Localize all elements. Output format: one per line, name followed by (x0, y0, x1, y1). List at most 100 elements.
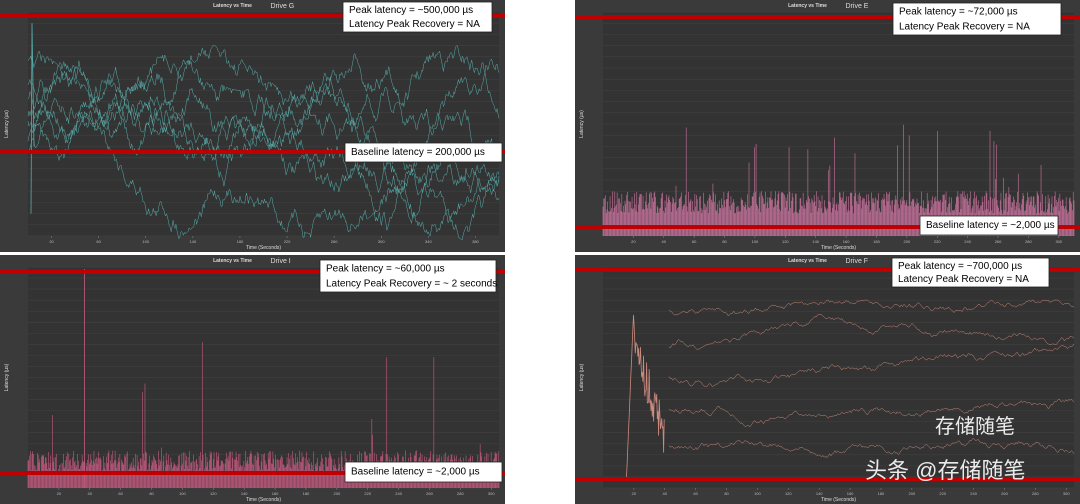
trace (668, 299, 1075, 317)
x-tick-label: 220 (284, 239, 291, 244)
annotation-box (319, 259, 497, 293)
x-tick-label: 300 (488, 491, 495, 496)
trace (668, 314, 1075, 351)
x-tick-label: 100 (754, 491, 761, 496)
x-tick-label: 120 (210, 491, 217, 496)
x-tick-label: 240 (970, 491, 977, 496)
x-tick-label: 80 (724, 491, 729, 496)
drive-label: Drive F (846, 258, 869, 265)
x-tick-label: 380 (472, 239, 479, 244)
x-tick-label: 20 (632, 491, 637, 496)
x-tick-label: 80 (149, 491, 154, 496)
chart-panel: Latency vs Time Drive G Time (Seconds) Late… (0, 0, 505, 252)
x-tick-label: 40 (663, 491, 668, 496)
x-tick-label: 300 (1063, 491, 1070, 496)
x-tick-label: 140 (816, 491, 823, 496)
x-tick-label: 240 (395, 491, 402, 496)
x-tick-label: 20 (631, 239, 636, 244)
baseline-annotation: Baseline latency = ~2,000 µs (351, 467, 480, 478)
chart-title: Latency vs Time (213, 258, 252, 264)
trace (626, 314, 665, 477)
x-tick-label: 260 (1001, 491, 1008, 496)
annotation-box (342, 1, 493, 33)
annotation-box (919, 215, 1059, 236)
x-tick-label: 160 (843, 239, 850, 244)
x-axis-label: Time (Seconds) (821, 245, 856, 251)
recovery-annotation: Latency Peak Recovery = NA (349, 19, 480, 30)
trace (27, 73, 500, 231)
chart-title: Latency vs Time (788, 258, 827, 264)
x-tick-label: 140 (812, 239, 819, 244)
x-tick-label: 100 (752, 239, 759, 244)
annotation-box (891, 257, 1050, 288)
x-tick-label: 260 (426, 491, 433, 496)
x-tick-label: 240 (964, 239, 971, 244)
x-tick-label: 260 (331, 239, 338, 244)
chart-title: Latency vs Time (788, 3, 827, 9)
x-tick-label: 280 (1025, 239, 1032, 244)
x-tick-label: 120 (782, 239, 789, 244)
x-tick-label: 220 (934, 239, 941, 244)
x-tick-label: 300 (378, 239, 385, 244)
x-tick-label: 100 (142, 239, 149, 244)
recovery-annotation: Latency Peak Recovery = NA (899, 21, 1030, 32)
peak-annotation: Peak latency = ~700,000 µs (898, 261, 1022, 272)
x-tick-label: 260 (995, 239, 1002, 244)
chart-panel: Latency vs Time Drive E Time (Seconds) Late… (575, 0, 1080, 252)
peak-annotation: Peak latency = ~72,000 µs (899, 7, 1018, 18)
baseline-annotation: Baseline latency = ~2,000 µs (926, 220, 1055, 231)
x-tick-label: 280 (1032, 491, 1039, 496)
trace (27, 45, 500, 237)
drive-label: Drive E (846, 3, 869, 10)
trace-texture (626, 299, 1075, 477)
trace (668, 398, 1075, 428)
watermark: 存储随笔 (935, 415, 1015, 438)
x-tick-label: 40 (88, 491, 93, 496)
trace-texture (602, 124, 1075, 236)
chart-panel: Latency vs Time Drive I Time (Seconds) Late… (0, 255, 505, 504)
peak-annotation: Peak latency = ~500,000 µs (349, 5, 473, 16)
x-tick-label: 340 (425, 239, 432, 244)
drive-label: Drive I (271, 258, 291, 265)
x-axis-label: Time (Seconds) (821, 497, 856, 503)
x-tick-label: 220 (364, 491, 371, 496)
x-tick-label: 180 (303, 491, 310, 496)
x-axis-label: Time (Seconds) (246, 245, 281, 251)
trace (668, 438, 1075, 459)
x-tick-label: 200 (904, 239, 911, 244)
x-tick-label: 180 (873, 239, 880, 244)
drive-label: Drive G (271, 3, 295, 10)
x-tick-label: 180 (878, 491, 885, 496)
x-tick-label: 20 (57, 491, 62, 496)
x-tick-label: 200 (909, 491, 916, 496)
trace (27, 54, 500, 188)
trace (668, 343, 1075, 388)
x-tick-label: 140 (241, 491, 248, 496)
x-tick-label: 60 (118, 491, 123, 496)
baseline-annotation: Baseline latency = 200,000 µs (351, 147, 485, 158)
x-tick-label: 160 (272, 491, 279, 496)
x-tick-label: 60 (692, 239, 697, 244)
peak-annotation: Peak latency = ~60,000 µs (326, 264, 445, 275)
trace (27, 50, 500, 149)
y-axis-label: Latency (µs) (579, 363, 585, 391)
x-tick-label: 20 (49, 239, 54, 244)
x-tick-label: 60 (693, 491, 698, 496)
watermark: 头条 @存储随笔 (865, 458, 1025, 483)
trace (27, 105, 500, 241)
annotation-box (344, 461, 503, 483)
recovery-annotation: Latency Peak Recovery = ~ 2 seconds (326, 278, 497, 289)
x-tick-label: 100 (179, 491, 186, 496)
trace-texture (27, 23, 500, 241)
x-tick-label: 120 (785, 491, 792, 496)
annotation-box (344, 142, 503, 163)
x-tick-label: 180 (237, 239, 244, 244)
x-tick-label: 140 (190, 239, 197, 244)
y-axis-label: Latency (µs) (4, 363, 10, 391)
x-tick-label: 80 (722, 239, 727, 244)
annotation-box (892, 2, 1062, 36)
x-tick-label: 60 (96, 239, 101, 244)
y-axis-label: Latency (µs) (4, 110, 10, 138)
y-axis-label: Latency (µs) (579, 110, 585, 138)
